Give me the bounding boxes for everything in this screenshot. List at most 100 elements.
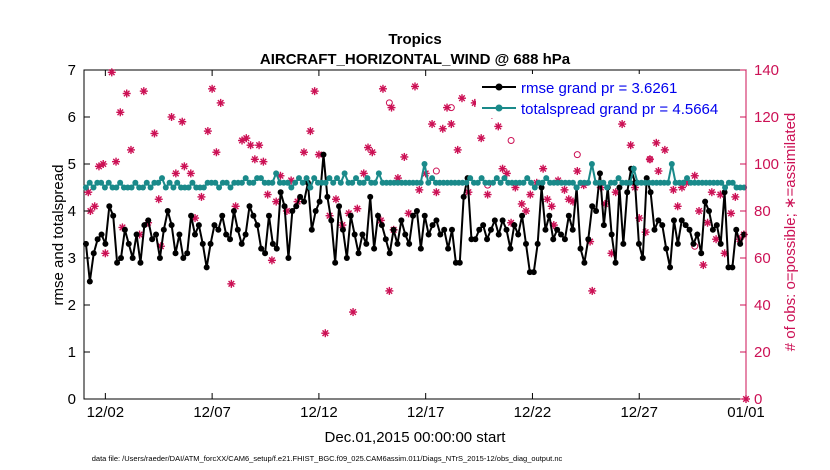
obs-assimilated-marker bbox=[116, 108, 125, 117]
obs-asterisk-stroke bbox=[102, 250, 109, 257]
totalspread-point bbox=[615, 175, 622, 182]
obs-asterisk-stroke bbox=[117, 109, 124, 116]
obs-assimilated-marker bbox=[652, 138, 661, 147]
rmse-point bbox=[441, 226, 448, 233]
obs-asterisk-stroke bbox=[364, 144, 372, 151]
rmse-point bbox=[382, 236, 389, 243]
obs-asterisk-stroke bbox=[661, 146, 669, 154]
totalspread-point bbox=[132, 179, 139, 186]
rmse-point bbox=[184, 250, 191, 257]
y-tick-label: 5 bbox=[68, 156, 76, 173]
totalspread-point bbox=[588, 161, 595, 167]
rmse-point bbox=[499, 217, 506, 224]
rmse-point bbox=[114, 259, 121, 266]
rmse-point bbox=[293, 203, 300, 210]
totalspread-point bbox=[322, 179, 329, 186]
obs-assimilated-marker bbox=[306, 127, 315, 136]
rmse-point bbox=[667, 264, 674, 271]
y-tick-label: 0 bbox=[68, 391, 76, 408]
rmse-point bbox=[110, 212, 117, 219]
rmse-point bbox=[425, 231, 432, 238]
rmse-point bbox=[616, 184, 623, 191]
obs-assimilated-marker bbox=[107, 68, 116, 77]
rmse-point bbox=[343, 255, 350, 261]
totalspread-point bbox=[238, 179, 245, 186]
rmse-point bbox=[195, 222, 202, 229]
data-file-footnote: data file: /Users/raeder/DAI/ATM_forcXX/… bbox=[92, 454, 563, 463]
totalspread-point bbox=[143, 179, 150, 186]
rmse-point bbox=[530, 269, 537, 276]
rmse-point bbox=[733, 226, 740, 233]
totalspread-point bbox=[360, 179, 367, 186]
rmse-point bbox=[129, 255, 136, 261]
obs-assimilated-marker bbox=[695, 207, 704, 215]
totalspread-point bbox=[174, 179, 181, 186]
obs-asterisk-stroke bbox=[388, 104, 395, 111]
rmse-point bbox=[721, 189, 728, 196]
rmse-point bbox=[297, 193, 304, 200]
y-tick-label: 2 bbox=[68, 297, 76, 314]
rmse-point bbox=[647, 189, 654, 196]
obs-assimilated-marker bbox=[731, 192, 740, 201]
obs-assimilated-marker bbox=[349, 308, 358, 317]
y-tick-label: 3 bbox=[68, 250, 76, 267]
rmse-point bbox=[519, 212, 526, 219]
obs-asterisk-stroke bbox=[448, 120, 455, 128]
obs-asterisk-stroke bbox=[612, 188, 620, 196]
obs-possible-marker bbox=[646, 155, 654, 163]
rmse-point bbox=[320, 151, 327, 158]
obs-assimilated-marker bbox=[122, 89, 131, 98]
totalspread-point bbox=[200, 184, 207, 191]
obs-assimilated-marker bbox=[272, 197, 281, 206]
obs-asterisk-stroke bbox=[181, 163, 188, 170]
rmse-point bbox=[386, 250, 393, 257]
totalspread-point bbox=[630, 165, 637, 172]
rmse-point bbox=[456, 259, 463, 266]
obs-assimilated-marker bbox=[139, 87, 148, 96]
rmse-point bbox=[507, 245, 514, 252]
rmse-point bbox=[246, 203, 253, 210]
rmse-point bbox=[651, 226, 658, 233]
rmse-point bbox=[589, 203, 596, 210]
totalspread-point bbox=[330, 179, 337, 186]
totalspread-point bbox=[539, 179, 546, 186]
rmse-point bbox=[538, 184, 545, 191]
y-right-tick-label: 20 bbox=[754, 344, 771, 361]
obs-asterisk-stroke bbox=[544, 195, 551, 203]
rmse-point bbox=[421, 212, 428, 219]
obs-assimilated-marker bbox=[90, 202, 99, 211]
rmse-point bbox=[717, 240, 724, 247]
totalspread-point bbox=[573, 184, 580, 191]
obs-assimilated-marker bbox=[368, 148, 377, 157]
totalspread-point bbox=[349, 179, 356, 186]
rmse-point bbox=[316, 198, 323, 205]
obs-assimilated-marker bbox=[707, 188, 716, 197]
obs-assimilated-marker bbox=[457, 94, 466, 103]
obs-asterisk-stroke bbox=[379, 85, 387, 93]
totalspread-point bbox=[337, 179, 344, 186]
x-tick-label: 12/22 bbox=[514, 404, 552, 421]
obs-asterisk-stroke bbox=[405, 210, 412, 217]
obs-assimilated-marker bbox=[263, 190, 272, 199]
obs-asterisk-stroke bbox=[522, 207, 530, 215]
obs-asterisk-stroke bbox=[433, 188, 440, 196]
obs-assimilated-marker bbox=[314, 150, 323, 159]
obs-asterisk-stroke bbox=[255, 141, 263, 149]
obs-asterisk-stroke bbox=[539, 165, 547, 172]
obs-assimilated-marker bbox=[112, 157, 121, 166]
obs-asterisk-stroke bbox=[140, 87, 148, 95]
obs-asterisk-stroke bbox=[712, 235, 720, 243]
obs-asterisk-stroke bbox=[670, 186, 677, 194]
totalspread-point bbox=[292, 179, 299, 186]
obs-assimilated-marker bbox=[186, 169, 195, 178]
rmse-point bbox=[702, 198, 709, 205]
rmse-point bbox=[394, 240, 401, 247]
totalspread-point bbox=[729, 179, 736, 186]
x-tick-label: 01/01 bbox=[727, 404, 765, 421]
obs-asterisk-stroke bbox=[507, 219, 515, 227]
rmse-point bbox=[433, 217, 440, 224]
y-right-tick-label: 40 bbox=[754, 297, 771, 314]
rmse-point bbox=[522, 240, 529, 247]
x-tick-label: 12/02 bbox=[87, 404, 125, 421]
totalspread-point bbox=[524, 175, 531, 182]
